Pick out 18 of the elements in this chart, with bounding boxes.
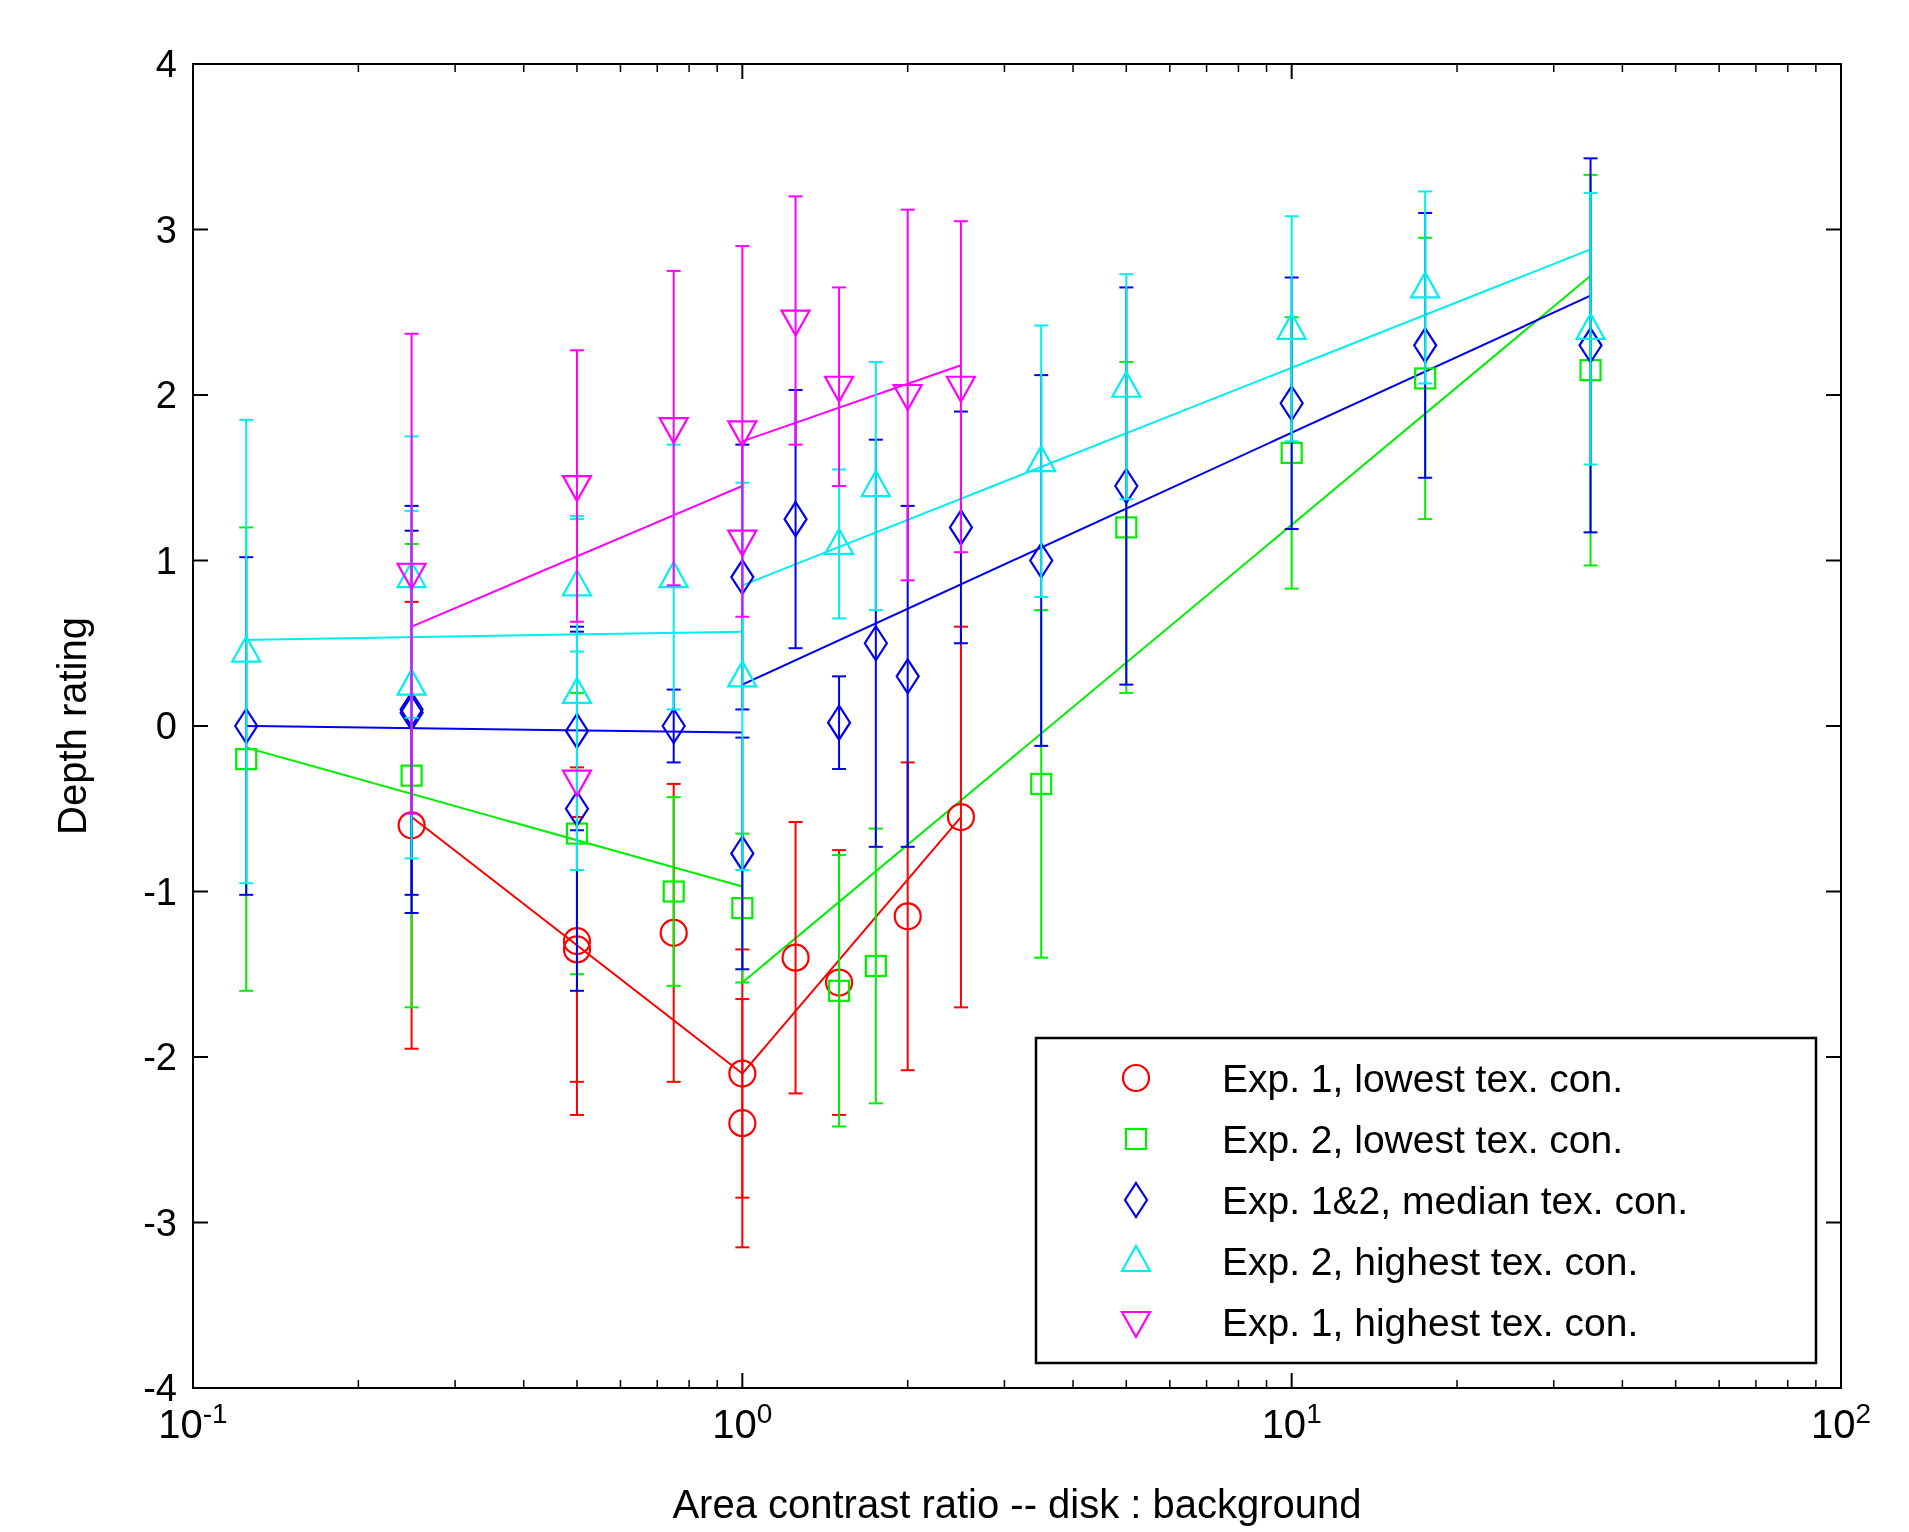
x-tick-label: 10$^{1}$ [1261,1397,1322,1446]
y-tick-label: 1 [155,539,177,582]
y-tick-label: -1 [143,870,177,913]
x-tick-label: 10$^{2}$ [1810,1397,1872,1446]
x-axis-title: Area contrast ratio -- disk : background [672,1482,1362,1526]
legend-label: Exp. 1, highest tex. con. [1222,1300,1639,1344]
y-tick-label: 2 [155,374,177,417]
y-tick-label: 4 [155,43,177,86]
x-tick-label: 10$^{0}$ [712,1397,773,1446]
legend-label: Exp. 2, lowest tex. con. [1222,1117,1624,1161]
y-tick-label: -2 [143,1036,177,1079]
y-axis-title: Depth rating [50,617,94,835]
y-tick-label: 0 [155,705,177,748]
y-tick-label: -3 [143,1201,177,1244]
y-tick-label: 3 [155,208,177,251]
legend-label: Exp. 1&2, median tex. con. [1222,1178,1689,1222]
legend-label: Exp. 2, highest tex. con. [1222,1239,1639,1283]
legend-label: Exp. 1, lowest tex. con. [1222,1056,1624,1100]
